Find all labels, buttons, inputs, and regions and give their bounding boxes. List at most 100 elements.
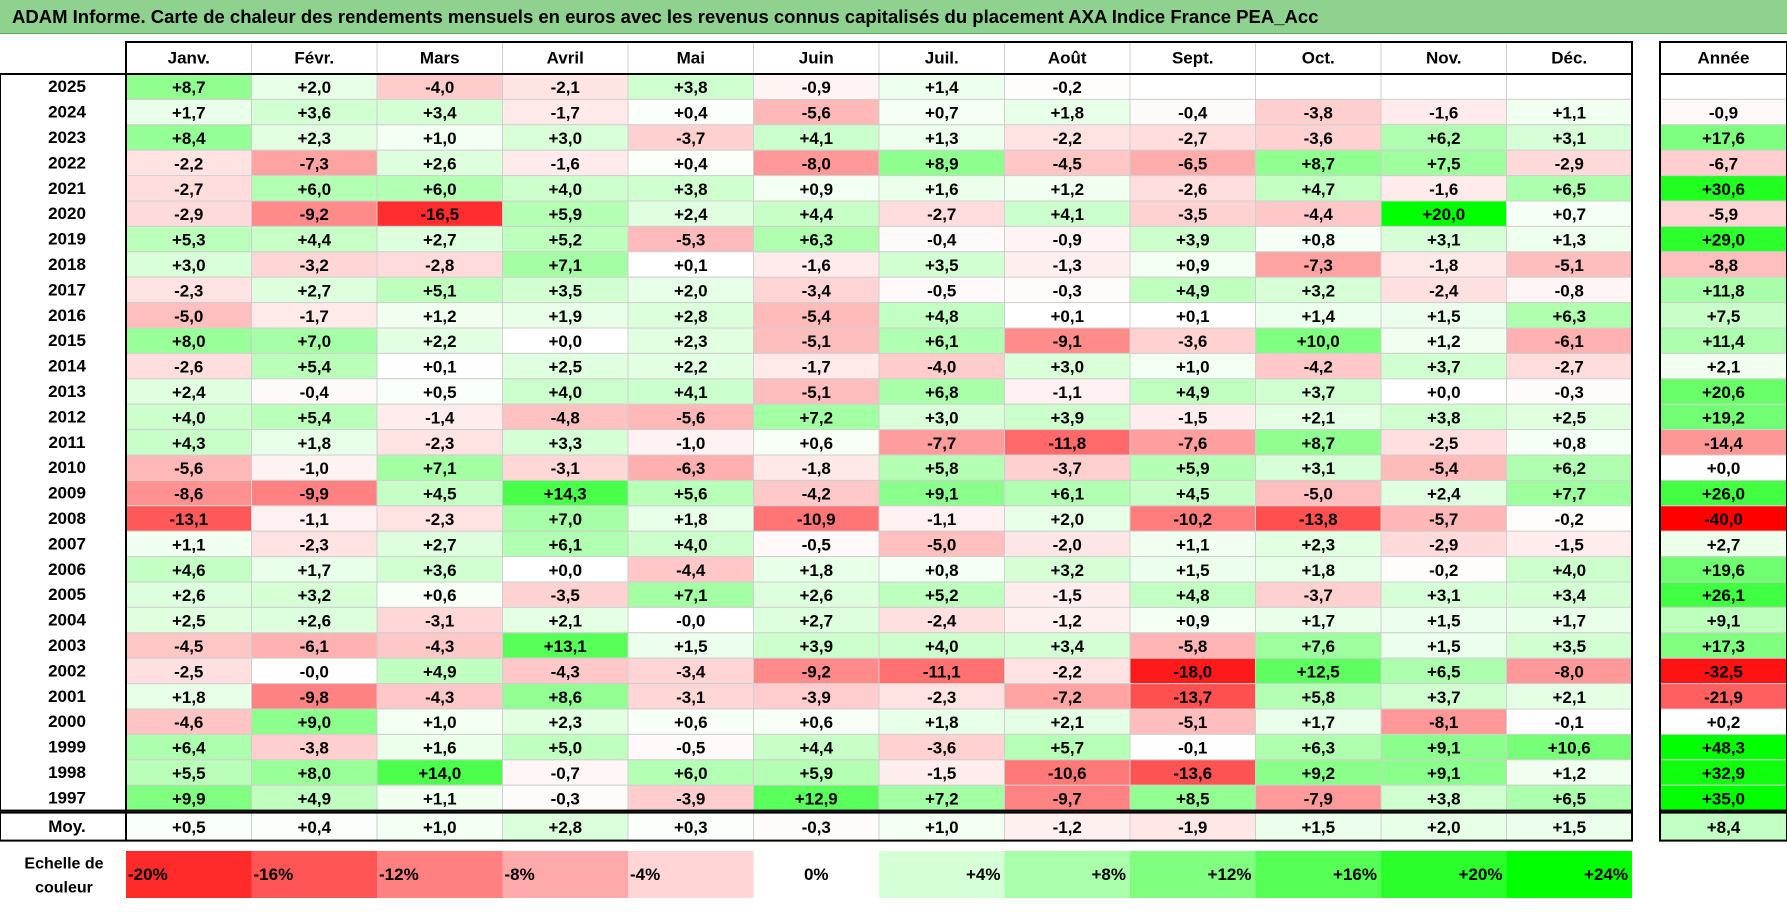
heatmap-cell-value: +4,9	[1176, 383, 1210, 402]
heatmap-cell	[1255, 378, 1382, 405]
heatmap-cell-value: +1,7	[297, 561, 331, 580]
heatmap-cell	[1129, 98, 1256, 126]
heatmap-cell-value: +8,7	[172, 78, 206, 97]
heatmap-cell-value: -3,8	[300, 739, 329, 758]
heatmap-cell	[1004, 225, 1131, 253]
heatmap-cell	[627, 352, 754, 380]
heatmap-cell	[627, 429, 754, 456]
heatmap-cell	[1380, 759, 1507, 786]
heatmap-cell-value: +1,7	[1301, 612, 1335, 631]
heatmap-cell-value: -7,6	[1178, 434, 1207, 453]
heatmap-cell-value: -13,7	[1173, 688, 1212, 707]
year-total-value: +35,0	[1702, 789, 1745, 808]
year-row-label: 2016	[48, 306, 86, 325]
heatmap-cell-value: +6,4	[172, 739, 206, 758]
scale-swatch	[1255, 851, 1381, 898]
heatmap-cell-value: +5,2	[548, 231, 582, 250]
scale-swatch	[251, 851, 377, 898]
heatmap-cell-value: -3,1	[425, 612, 454, 631]
heatmap-cell-value: +1,8	[1301, 561, 1335, 580]
heatmap-cell-value: +0,6	[799, 434, 833, 453]
heatmap-cell-value: -3,7	[1053, 459, 1082, 478]
heatmap-cell	[376, 352, 503, 380]
heatmap-cell-value: -2,4	[1429, 281, 1459, 300]
heatmap-cell-value: +0,9	[1176, 612, 1210, 631]
heatmap-cell-value: -0,4	[1178, 104, 1208, 123]
year-row-label: 2017	[48, 280, 86, 299]
heatmap-cell-value: +10,0	[1297, 332, 1340, 351]
heatmap-cell	[878, 454, 1005, 481]
scale-label: -8%	[505, 865, 535, 884]
year-row-label: 2021	[48, 179, 86, 198]
column-header-label: Déc.	[1551, 49, 1587, 68]
heatmap-cell-value: -5,1	[802, 332, 831, 351]
year-total-value: +0,0	[1707, 459, 1741, 478]
heatmap-cell-value: -9,2	[300, 205, 329, 224]
heatmap-cell	[753, 581, 880, 608]
heatmap-cell	[878, 276, 1005, 304]
column-header-label: Nov.	[1426, 49, 1462, 68]
heatmap-cell-value: -2,8	[425, 256, 454, 275]
heatmap-cell-value: -0,3	[1555, 383, 1584, 402]
year-total-cell	[1659, 784, 1787, 812]
heatmap-cell-value: -0,3	[551, 789, 580, 808]
heatmap-cell-value: +2,7	[297, 281, 331, 300]
heatmap-cell-value: -5,1	[802, 383, 831, 402]
heatmap-cell-value: -1,7	[802, 358, 831, 377]
heatmap-cell-value: -0,4	[300, 383, 330, 402]
heatmap-cell-value: -4,3	[425, 688, 454, 707]
heatmap-cell	[878, 378, 1005, 405]
scale-swatch	[628, 851, 754, 898]
heatmap-cell	[1380, 149, 1507, 177]
heatmap-cell-value: +4,0	[548, 383, 582, 402]
heatmap-cell	[878, 784, 1005, 812]
heatmap-cell-value: -6,1	[1555, 332, 1584, 351]
heatmap-cell	[1380, 175, 1507, 202]
heatmap-cell-value: +0,8	[1552, 434, 1586, 453]
heatmap-cell	[1129, 124, 1256, 151]
heatmap-cell-value: +6,3	[1301, 739, 1335, 758]
heatmap-cell-value: -1,1	[300, 510, 329, 529]
heatmap-cell	[251, 657, 378, 685]
scale-label: +4%	[966, 865, 1001, 884]
year-total-value: +19,2	[1702, 408, 1745, 427]
heatmap-cell-value: +8,7	[1301, 154, 1335, 173]
heatmap-cell	[753, 276, 880, 304]
heatmap-cell	[753, 302, 880, 329]
scale-label: -16%	[254, 865, 294, 884]
heatmap-cell-value: +7,0	[297, 332, 331, 351]
year-row-label: 2019	[48, 230, 86, 249]
heatmap-cell-value: +1,8	[1050, 104, 1084, 123]
heatmap-cell-value: -2,9	[1429, 535, 1458, 554]
heatmap-cell-value: -4,2	[1304, 358, 1333, 377]
year-row-label: 2007	[48, 534, 86, 553]
heatmap-cell-value: +5,6	[674, 485, 708, 504]
heatmap-cell	[125, 556, 252, 583]
heatmap-cell	[1129, 683, 1256, 710]
heatmap-cell-value: +6,1	[1050, 485, 1084, 504]
heatmap-cell	[627, 98, 754, 126]
heatmap-cell-value: -2,0	[1053, 535, 1082, 554]
heatmap-cell-value: -2,9	[174, 205, 203, 224]
heatmap-cell	[502, 124, 629, 151]
heatmap-cell-value: -8,0	[1555, 662, 1584, 681]
heatmap-cell	[1004, 352, 1131, 380]
heatmap-cell-value: -1,4	[425, 408, 455, 427]
heatmap-cell-value: -4,6	[174, 713, 203, 732]
heatmap-cell-value: -10,6	[1048, 764, 1087, 783]
heatmap-cell-value: -1,3	[1053, 256, 1082, 275]
average-cell-value: +1,5	[1301, 818, 1335, 837]
heatmap-cell-value: -1,5	[927, 764, 956, 783]
heatmap-cell-value: +5,9	[548, 205, 582, 224]
heatmap-cell	[376, 530, 503, 558]
heatmap-cell-value: +3,0	[548, 129, 582, 148]
heatmap-cell	[502, 708, 629, 735]
heatmap-cell	[1380, 657, 1507, 685]
heatmap-cell-value: +6,0	[297, 180, 331, 199]
heatmap-cell	[376, 276, 503, 304]
heatmap-cell	[251, 530, 378, 558]
year-row-label: 2004	[48, 611, 86, 630]
heatmap-cell-value: -4,4	[1304, 205, 1334, 224]
heatmap-cell	[753, 556, 880, 583]
heatmap-cell-value: -5,4	[802, 307, 832, 326]
